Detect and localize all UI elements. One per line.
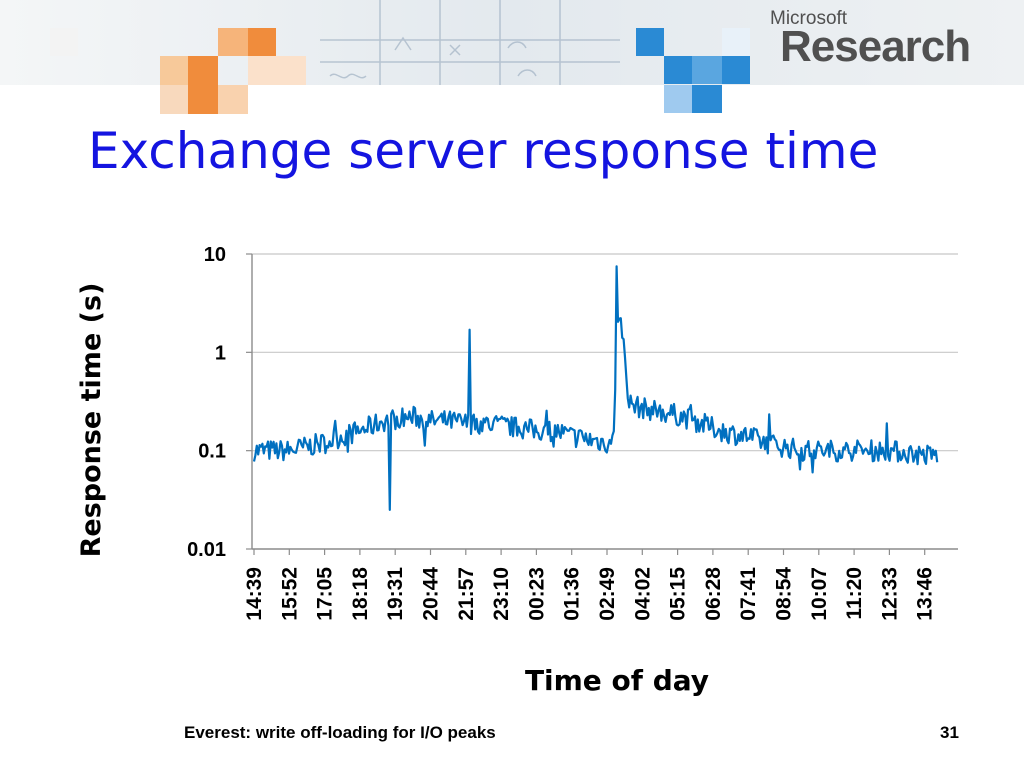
x-axis-title: Time of day (525, 664, 709, 697)
decorative-blue-tiles (636, 28, 750, 113)
grid-lines (252, 253, 958, 452)
footer-text: Everest: write off-loading for I/O peaks (184, 723, 496, 742)
y-tick-label: 0.01 (187, 539, 226, 561)
x-tick-label: 02:49 (596, 567, 619, 621)
x-tick-label: 10:07 (808, 567, 831, 621)
microsoft-research-logo: Microsoft Research (770, 8, 971, 78)
x-tick-label: 21:57 (455, 567, 478, 621)
axes (246, 253, 958, 555)
y-tick-label: 0.1 (198, 441, 226, 463)
x-tick-labels: 14:39 15:52 17:05 18:18 19:31 20:44 21:57 23:10… (243, 567, 937, 621)
y-tick-label: 10 (204, 244, 226, 266)
x-tick-label: 11:20 (843, 567, 866, 620)
decorative-orange-tiles (50, 28, 306, 114)
x-tick-label: 13:46 (914, 567, 937, 621)
header-banner (0, 0, 1024, 114)
x-tick-label: 17:05 (314, 567, 337, 621)
x-tick-label: 23:10 (490, 567, 513, 621)
logo-microsoft-text: Microsoft (770, 8, 848, 29)
slide-title: Exchange server response time (88, 122, 879, 180)
x-tick-label: 04:02 (631, 567, 654, 621)
series-layer (252, 265, 939, 511)
logo-research-text: Research (780, 22, 971, 71)
x-tick-label: 12:33 (878, 567, 901, 621)
series-line-response-time (252, 265, 939, 511)
x-tick-label: 00:23 (525, 567, 548, 621)
whiteboard-sketch (320, 0, 620, 85)
x-tick-label: 20:44 (420, 567, 443, 621)
x-tick-label: 01:36 (561, 567, 584, 621)
x-tick-label: 07:41 (737, 567, 760, 621)
x-tick-label: 19:31 (384, 567, 407, 621)
x-tick-label: 05:15 (667, 567, 690, 621)
page-number: 31 (940, 723, 959, 742)
y-tick-labels: 10 1 0.1 0.01 (187, 244, 226, 561)
y-tick-label: 1 (215, 342, 226, 364)
x-tick-label: 06:28 (702, 567, 725, 621)
x-tick-label: 08:54 (773, 567, 796, 621)
x-tick-label: 15:52 (278, 567, 301, 621)
y-axis-title: Response time (s) (76, 283, 107, 558)
x-tick-label: 14:39 (243, 567, 266, 621)
x-tick-label: 18:18 (349, 567, 372, 621)
